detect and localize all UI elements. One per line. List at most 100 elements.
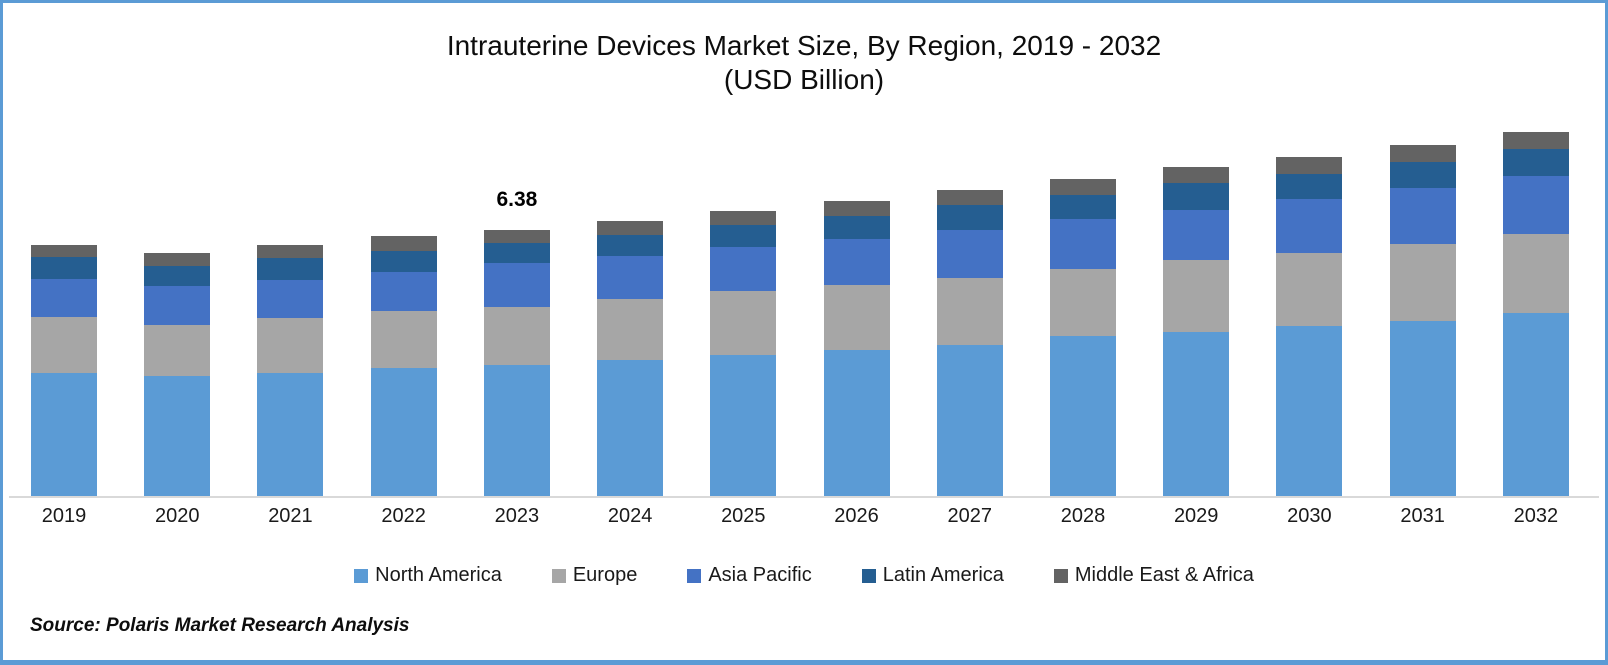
bar-segment-2022-europe	[370, 311, 437, 368]
bar-segment-2021-north-america	[257, 373, 324, 496]
x-axis-label-text: 2032	[1513, 505, 1559, 527]
legend-item-latin-america: Latin America	[861, 564, 1004, 587]
x-axis-labels: 2019 2020 2021 2022 2023 2024 2025 2026 2027 2028…	[31, 505, 1569, 528]
bar-segment-2023-asia-pacific	[483, 263, 550, 307]
bar-2025	[710, 210, 777, 496]
bar-segment-2019-europe	[31, 316, 97, 373]
plot-area: 6.38	[31, 3, 1569, 496]
bar-segment-2024-middle-east-africa	[597, 221, 664, 236]
bar-segment-2032-middle-east-africa	[1502, 131, 1569, 149]
bar-segment-2031-latin-america	[1389, 162, 1456, 188]
bar-segment-2029-middle-east-africa	[1163, 167, 1230, 183]
bar-segment-2024-europe	[597, 299, 664, 361]
bar-segment-2030-middle-east-africa	[1276, 157, 1343, 174]
bar-segment-2028-north-america	[1049, 336, 1116, 496]
x-axis-label-2030: 2030	[1276, 505, 1342, 528]
bar-segment-2022-latin-america	[370, 250, 437, 273]
bar-segment-2023-latin-america	[483, 242, 550, 264]
legend-item-europe: Europe	[551, 564, 637, 587]
bar-segment-2031-asia-pacific	[1389, 187, 1456, 244]
x-axis-label-2020: 2020	[144, 505, 210, 528]
bar-segment-2032-asia-pacific	[1502, 175, 1569, 235]
legend-item-middle-east-africa: Middle East & Africa	[1053, 564, 1254, 587]
bar-segment-2030-latin-america	[1276, 173, 1343, 199]
bar-2032	[1502, 131, 1569, 496]
x-axis-label-text: 2020	[154, 505, 200, 527]
bar-2019	[31, 244, 97, 496]
legend-marker-icon	[687, 568, 702, 583]
bar-segment-2032-north-america	[1502, 312, 1569, 496]
x-axis-label-2022: 2022	[371, 505, 437, 528]
source-note: Source: Polaris Market Research Analysis	[30, 615, 410, 636]
x-axis-label-2031: 2031	[1390, 505, 1456, 528]
bar-segment-2032-latin-america	[1502, 148, 1569, 176]
x-axis-label-text: 2022	[381, 505, 426, 527]
bar-segment-2027-middle-east-africa	[936, 189, 1003, 205]
bar-segment-2025-asia-pacific	[710, 247, 777, 292]
bar-2029	[1163, 167, 1230, 496]
bar-segment-2019-latin-america	[31, 257, 97, 280]
x-axis-label-2026: 2026	[824, 505, 890, 528]
bar-2028	[1049, 179, 1116, 496]
bar-2022	[370, 236, 437, 496]
bar-2024	[597, 221, 664, 496]
bar-segment-2020-latin-america	[144, 266, 211, 287]
bar-segment-2023-middle-east-africa	[483, 230, 550, 243]
bar-segment-2027-latin-america	[936, 204, 1003, 231]
legend-label: Latin America	[882, 564, 1004, 586]
bar-segment-2029-north-america	[1163, 332, 1230, 496]
bar-segment-2019-middle-east-africa	[31, 244, 97, 258]
x-axis-label-text: 2019	[41, 505, 87, 527]
bar-segment-2031-north-america	[1389, 320, 1456, 496]
bar-segment-2031-middle-east-africa	[1389, 144, 1456, 163]
bar-2021	[257, 245, 324, 496]
x-axis-label-text: 2027	[947, 505, 993, 527]
bar-segment-2029-europe	[1163, 260, 1230, 333]
chart-title-line1: Intrauterine Devices Market Size, By Reg…	[446, 30, 1162, 61]
legend-label: North America	[375, 564, 502, 586]
x-axis-label-2019: 2019	[31, 505, 97, 528]
chart-title: Intrauterine Devices Market Size, By Reg…	[3, 29, 1605, 97]
bar-segment-2021-europe	[257, 317, 324, 373]
x-axis-label-2032: 2032	[1503, 505, 1569, 528]
bar-segment-2026-north-america	[823, 350, 890, 496]
bar-segment-2020-middle-east-africa	[144, 252, 211, 267]
bar-segment-2022-middle-east-africa	[370, 236, 437, 251]
x-axis-label-text: 2030	[1287, 505, 1332, 527]
x-axis-label-2021: 2021	[257, 505, 323, 528]
chart-title-line2: (USD Billion)	[723, 64, 885, 95]
bar-2030	[1276, 157, 1343, 496]
bar-segment-2019-north-america	[31, 373, 97, 496]
x-axis-label-2023: 2023	[484, 505, 550, 528]
x-axis-label-2027: 2027	[937, 505, 1003, 528]
legend-marker-icon	[861, 568, 876, 583]
bar-segment-2024-latin-america	[597, 235, 664, 257]
bar-segment-2019-asia-pacific	[31, 279, 97, 317]
x-axis-label-text: 2021	[268, 505, 313, 527]
legend-marker-icon	[551, 568, 566, 583]
bar-segment-2026-asia-pacific	[823, 238, 890, 286]
bar-segment-2030-europe	[1276, 252, 1343, 326]
bar-segment-2021-middle-east-africa	[257, 245, 324, 258]
bar-segment-2020-europe	[144, 324, 211, 377]
x-axis-label-2024: 2024	[597, 505, 663, 528]
bar-segment-2027-asia-pacific	[936, 230, 1003, 278]
bar-segment-2032-europe	[1502, 234, 1569, 313]
legend-marker-icon	[1053, 568, 1068, 583]
bar-2027	[936, 189, 1003, 496]
bar-2031	[1389, 144, 1456, 496]
bar-segment-2028-asia-pacific	[1049, 219, 1116, 269]
data-label-2023: 6.38	[496, 187, 538, 211]
x-axis-label-2028: 2028	[1050, 505, 1116, 528]
x-axis-label-text: 2024	[607, 505, 653, 527]
legend-label: Asia Pacific	[708, 564, 812, 586]
bar-segment-2021-asia-pacific	[257, 279, 324, 318]
legend-label: Middle East & Africa	[1074, 564, 1254, 586]
bar-segment-2027-europe	[936, 277, 1003, 345]
x-axis-label-text: 2026	[834, 505, 879, 527]
bar-segment-2026-middle-east-africa	[823, 201, 890, 216]
x-axis-label-text: 2029	[1173, 505, 1219, 527]
bar-segment-2020-north-america	[144, 376, 211, 496]
bar-segment-2028-middle-east-africa	[1049, 179, 1116, 195]
